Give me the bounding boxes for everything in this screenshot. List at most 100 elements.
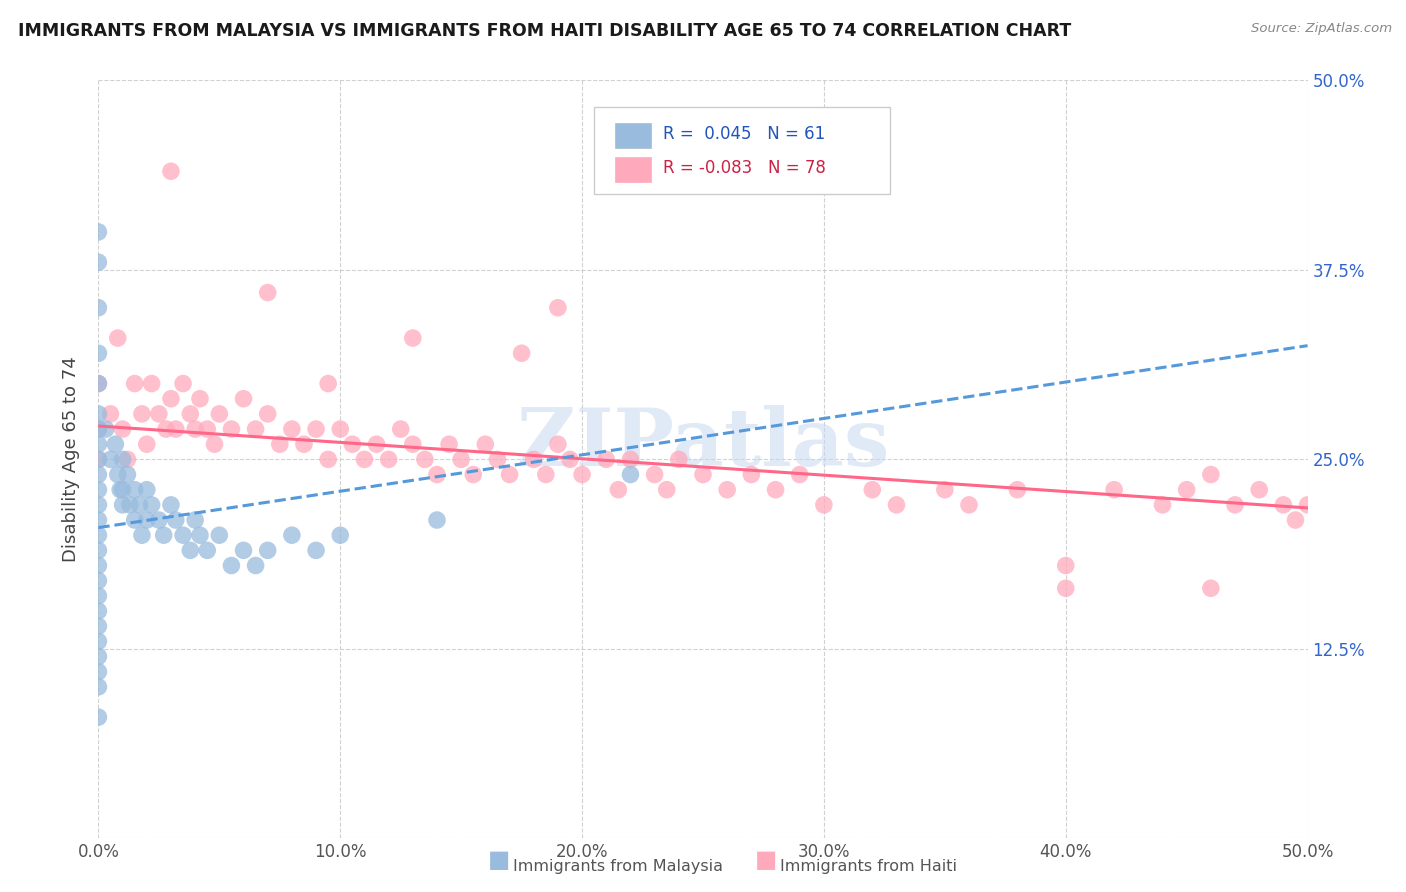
Point xyxy=(87,710,110,724)
Point xyxy=(1152,498,1174,512)
Point xyxy=(765,483,787,497)
Point xyxy=(1054,582,1077,596)
Point xyxy=(232,392,254,406)
Point xyxy=(87,437,110,451)
Point xyxy=(281,528,304,542)
Point xyxy=(316,452,339,467)
Point xyxy=(413,452,436,467)
Point xyxy=(195,543,218,558)
Point xyxy=(87,452,110,467)
Point xyxy=(148,513,170,527)
Point xyxy=(160,392,183,406)
Point xyxy=(1223,498,1246,512)
Point xyxy=(87,255,110,269)
Point xyxy=(655,483,678,497)
Point xyxy=(1199,467,1222,482)
Point xyxy=(619,452,641,467)
Point xyxy=(245,422,267,436)
Y-axis label: Disability Age 65 to 74: Disability Age 65 to 74 xyxy=(62,357,80,562)
Point xyxy=(426,513,449,527)
FancyBboxPatch shape xyxy=(595,107,890,194)
Point xyxy=(256,543,278,558)
Point xyxy=(221,422,243,436)
Point xyxy=(107,467,129,482)
Point xyxy=(329,528,352,542)
Point xyxy=(135,437,157,451)
Point xyxy=(94,422,117,436)
Point xyxy=(426,467,449,482)
Point xyxy=(208,407,231,421)
Point xyxy=(87,619,110,633)
Point xyxy=(232,543,254,558)
Point xyxy=(124,513,146,527)
Point xyxy=(1296,498,1319,512)
Point xyxy=(87,467,110,482)
Point xyxy=(1175,483,1198,497)
Point xyxy=(141,376,163,391)
Point xyxy=(366,437,388,451)
Point xyxy=(87,483,110,497)
Point xyxy=(87,604,110,618)
Point xyxy=(111,452,134,467)
Point xyxy=(124,483,146,497)
Point xyxy=(179,543,201,558)
Point xyxy=(87,225,110,239)
Point xyxy=(692,467,714,482)
Point xyxy=(179,407,201,421)
Point xyxy=(111,422,134,436)
Point xyxy=(172,528,194,542)
Point xyxy=(117,467,139,482)
Text: IMMIGRANTS FROM MALAYSIA VS IMMIGRANTS FROM HAITI DISABILITY AGE 65 TO 74 CORREL: IMMIGRANTS FROM MALAYSIA VS IMMIGRANTS F… xyxy=(18,22,1071,40)
Point xyxy=(353,452,375,467)
Point xyxy=(87,498,110,512)
Point xyxy=(117,452,139,467)
Point xyxy=(111,498,134,512)
Text: Source: ZipAtlas.com: Source: ZipAtlas.com xyxy=(1251,22,1392,36)
Point xyxy=(131,528,153,542)
Point xyxy=(87,589,110,603)
Point xyxy=(104,437,127,451)
Point xyxy=(571,467,593,482)
Text: Immigrants from Malaysia: Immigrants from Malaysia xyxy=(513,859,723,874)
Point xyxy=(208,528,231,542)
Point xyxy=(789,467,811,482)
Point xyxy=(148,407,170,421)
Text: ■: ■ xyxy=(755,848,778,872)
Point xyxy=(1249,483,1271,497)
Point xyxy=(87,528,110,542)
Point xyxy=(558,452,581,467)
Point xyxy=(523,452,546,467)
Point xyxy=(463,467,485,482)
Point xyxy=(281,422,304,436)
Point xyxy=(547,301,569,315)
Point xyxy=(644,467,666,482)
Point xyxy=(607,483,630,497)
Point xyxy=(155,422,177,436)
Point xyxy=(256,285,278,300)
Point xyxy=(141,498,163,512)
Point xyxy=(595,452,617,467)
Point xyxy=(305,422,328,436)
Point xyxy=(316,376,339,391)
Point xyxy=(165,422,187,436)
Point xyxy=(87,376,110,391)
Text: R =  0.045   N = 61: R = 0.045 N = 61 xyxy=(664,126,825,144)
Point xyxy=(934,483,956,497)
Point xyxy=(1272,498,1295,512)
Text: ZIPatlas: ZIPatlas xyxy=(517,405,889,483)
Point xyxy=(498,467,520,482)
Point xyxy=(1007,483,1029,497)
Point xyxy=(668,452,690,467)
Point xyxy=(188,528,211,542)
Point xyxy=(740,467,762,482)
Point xyxy=(87,680,110,694)
Point xyxy=(87,346,110,360)
Text: ■: ■ xyxy=(488,848,510,872)
Point xyxy=(87,422,110,436)
Point xyxy=(256,407,278,421)
Point xyxy=(135,483,157,497)
Point xyxy=(619,467,641,482)
Point xyxy=(87,376,110,391)
Point xyxy=(87,513,110,527)
Point xyxy=(342,437,364,451)
